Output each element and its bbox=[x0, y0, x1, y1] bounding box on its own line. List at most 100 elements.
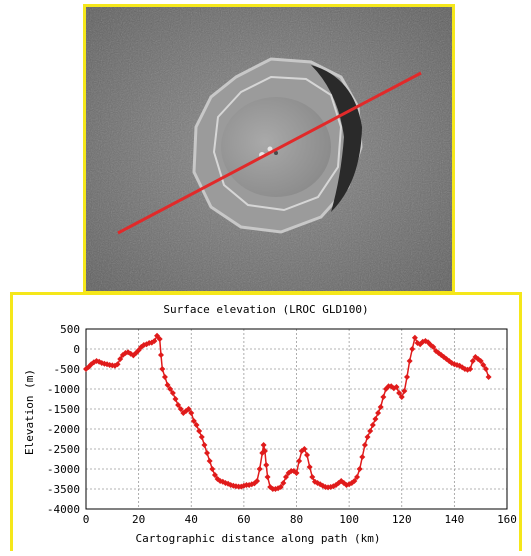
data-point bbox=[419, 338, 426, 345]
y-tick-label: -2000 bbox=[47, 423, 80, 436]
data-point bbox=[367, 428, 374, 434]
data-point bbox=[277, 484, 284, 490]
data-point bbox=[209, 466, 216, 472]
y-axis: 500 0 -500 -1000 -1500 -2000 -2500 -3000 -3500 -4… bbox=[47, 323, 80, 516]
data-point bbox=[401, 388, 408, 394]
data-point bbox=[309, 474, 316, 480]
elevation-chart: Surface elevation (LROC GLD100) 0 20 40 60 8… bbox=[23, 303, 517, 545]
x-axis: 0 20 40 60 80 100 120 140 160 bbox=[83, 513, 517, 526]
data-point bbox=[240, 482, 247, 489]
data-point bbox=[198, 434, 205, 440]
data-point bbox=[317, 481, 324, 488]
y-tick-label: -1500 bbox=[47, 403, 80, 416]
data-point bbox=[172, 396, 179, 402]
x-tick-label: 0 bbox=[83, 513, 90, 526]
data-point bbox=[259, 450, 266, 456]
data-point bbox=[263, 462, 270, 468]
central-peak-shadow bbox=[274, 151, 278, 155]
data-point bbox=[380, 394, 387, 400]
data-point bbox=[377, 404, 384, 410]
y-tick-label: -500 bbox=[54, 363, 81, 376]
data-point bbox=[296, 458, 303, 464]
data-point bbox=[264, 474, 271, 480]
x-axis-label: Cartographic distance along path (km) bbox=[135, 532, 380, 545]
data-point bbox=[364, 434, 371, 440]
x-tick-label: 60 bbox=[237, 513, 250, 526]
data-point bbox=[430, 344, 437, 350]
x-tick-label: 80 bbox=[290, 513, 303, 526]
data-point bbox=[425, 339, 432, 346]
y-tick-label: 500 bbox=[60, 323, 80, 336]
data-point bbox=[232, 483, 239, 490]
data-point bbox=[375, 410, 382, 416]
data-point bbox=[451, 361, 458, 368]
data-point bbox=[393, 384, 400, 390]
y-tick-label: -3000 bbox=[47, 463, 80, 476]
data-point bbox=[351, 478, 358, 484]
data-point bbox=[304, 452, 311, 458]
data-point bbox=[354, 474, 361, 480]
data-point bbox=[169, 390, 176, 396]
data-point bbox=[282, 474, 289, 480]
x-tick-label: 160 bbox=[497, 513, 517, 526]
x-tick-label: 120 bbox=[392, 513, 412, 526]
data-point bbox=[111, 362, 118, 369]
data-point bbox=[193, 422, 200, 428]
crater-shadow bbox=[311, 65, 362, 212]
data-point bbox=[388, 383, 395, 390]
data-point bbox=[306, 464, 313, 470]
data-point bbox=[406, 358, 413, 364]
data-point bbox=[372, 416, 379, 422]
y-tick-label: -3500 bbox=[47, 483, 80, 496]
profile-path-line bbox=[117, 71, 422, 235]
data-point bbox=[190, 418, 197, 424]
data-point bbox=[164, 382, 171, 388]
data-point bbox=[185, 406, 192, 412]
central-peak bbox=[267, 146, 273, 152]
y-tick-label: -1000 bbox=[47, 383, 80, 396]
data-point bbox=[477, 358, 484, 364]
data-point bbox=[361, 442, 368, 448]
data-point bbox=[261, 448, 268, 454]
data-point bbox=[369, 422, 376, 428]
series-line bbox=[85, 334, 490, 490]
data-point bbox=[464, 366, 471, 373]
data-point bbox=[175, 402, 182, 408]
data-point bbox=[130, 352, 137, 359]
data-point bbox=[301, 446, 308, 452]
data-point bbox=[167, 386, 174, 392]
data-point bbox=[356, 466, 363, 472]
data-point bbox=[409, 346, 416, 352]
crater-floor bbox=[221, 97, 331, 197]
crater-photo bbox=[83, 4, 455, 294]
data-point bbox=[404, 374, 411, 380]
plot-area bbox=[85, 328, 508, 510]
data-point bbox=[254, 478, 261, 484]
data-point bbox=[201, 442, 208, 448]
data-point bbox=[469, 358, 476, 364]
crater-image bbox=[86, 7, 452, 291]
y-axis-label: Elevation (m) bbox=[23, 369, 36, 455]
data-point bbox=[159, 366, 166, 372]
data-point bbox=[151, 338, 158, 344]
chart-title: Surface elevation (LROC GLD100) bbox=[163, 303, 368, 316]
data-point bbox=[188, 410, 195, 416]
data-point bbox=[204, 450, 211, 456]
data-point bbox=[161, 374, 168, 380]
data-point bbox=[260, 442, 267, 448]
data-point bbox=[157, 352, 164, 358]
data-point bbox=[156, 336, 163, 342]
data-point bbox=[411, 334, 418, 341]
data-point bbox=[480, 362, 487, 368]
data-point bbox=[114, 361, 121, 368]
data-point bbox=[485, 374, 492, 380]
y-tick-label: 0 bbox=[73, 343, 80, 356]
data-point bbox=[256, 466, 263, 472]
data-point bbox=[196, 428, 203, 434]
data-point bbox=[177, 406, 184, 412]
elevation-series bbox=[83, 332, 492, 492]
x-tick-label: 100 bbox=[339, 513, 359, 526]
data-point bbox=[211, 472, 218, 478]
crater-terrace bbox=[212, 75, 343, 212]
grid bbox=[86, 329, 507, 509]
